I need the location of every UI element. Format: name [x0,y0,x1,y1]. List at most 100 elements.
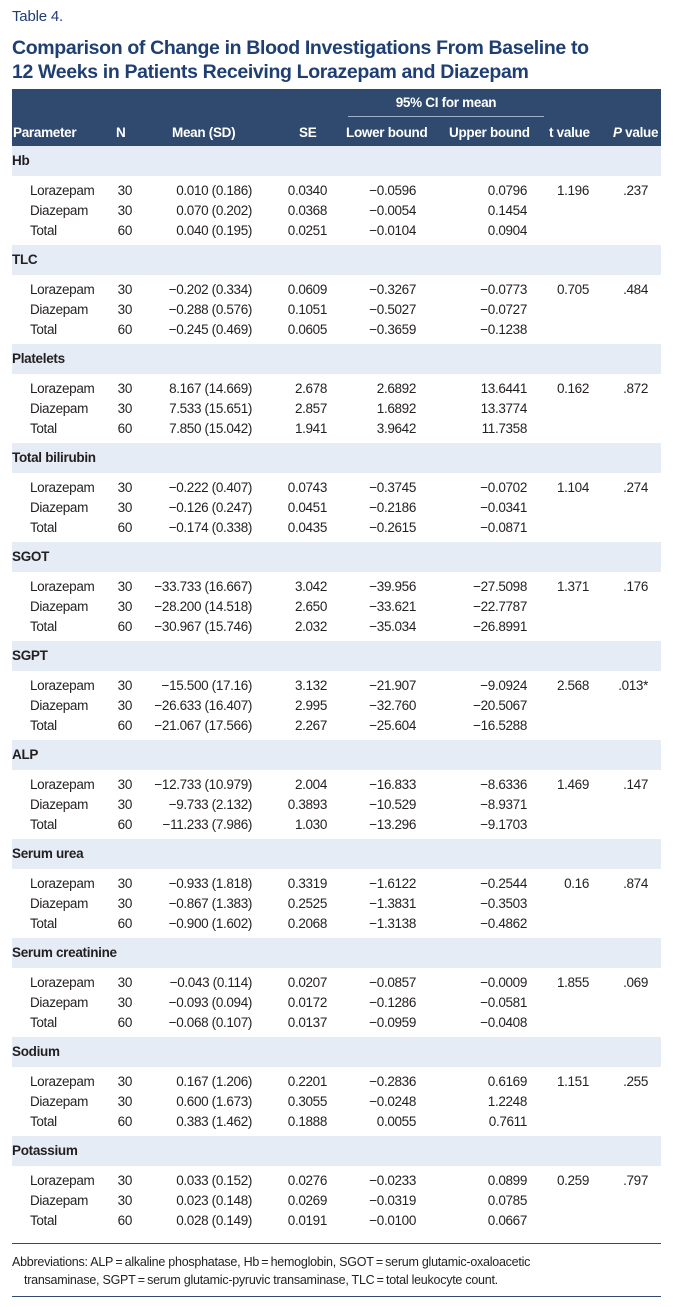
mean-sd-cell: −0.126 (0.247) [168,500,253,515]
table-row: Lorazepam 30 −0.043 (0.114) 0.0207 −0.0857 −0… [12,975,661,995]
group-cell: Diazepam [30,1193,88,1208]
lower-bound-cell: −0.1286 [369,995,416,1010]
upper-bound-cell: 0.1454 [487,203,528,218]
mean-sd-cell: −11.233 (7.986) [162,817,253,832]
upper-bound-cell: −0.0773 [480,282,527,297]
table-title: Comparison of Change in Blood Investigat… [12,36,667,84]
col-header-parameter: Parameter [13,125,77,140]
p-value-cell: .013* [618,678,648,693]
title-line-1: Comparison of Change in Blood Investigat… [12,37,589,59]
group-cell: Lorazepam [30,975,95,990]
section-platelets: Platelets Lorazepam 30 8.167 (14.669) 2.678 2… [12,344,661,443]
t-value-cell: 2.568 [556,678,589,693]
lower-bound-cell: −35.034 [369,619,416,634]
table-row: Diazepam 30 0.070 (0.202) 0.0368 −0.0054 0.14… [12,203,661,223]
table-row: Diazepam 30 −9.733 (2.132) 0.3893 −10.529 −8.… [12,797,661,817]
se-cell: 0.3055 [287,1094,328,1109]
mean-sd-cell: 8.167 (14.669) [169,381,252,396]
t-value-cell: 1.469 [556,777,589,792]
table-row: Diazepam 30 7.533 (15.651) 2.857 1.6892 13.37… [12,401,661,421]
col-header-t: t value [549,125,590,140]
upper-bound-cell: −0.4862 [480,916,527,931]
n-cell: 60 [117,1114,133,1129]
section-sodium: Sodium Lorazepam 30 0.167 (1.206) 0.2201 −0.2… [12,1037,661,1136]
col-header-upper: Upper bound [449,125,530,140]
table-row: Diazepam 30 0.023 (0.148) 0.0269 −0.0319 0.07… [12,1193,661,1213]
se-cell: 2.995 [294,698,327,713]
table-row: Lorazepam 30 −15.500 (17.16) 3.132 −21.907 −9… [12,678,661,698]
n-cell: 30 [117,1074,133,1089]
section-header: Total bilirubin [12,443,661,473]
parameter-name: Hb [12,153,30,168]
parameter-name: Potassium [12,1143,78,1158]
table-row: Lorazepam 30 −12.733 (10.979) 2.004 −16.833 −… [12,777,661,797]
se-cell: 0.2068 [287,916,328,931]
mean-sd-cell: −0.933 (1.818) [168,876,253,891]
ci-span-header: 95% CI for mean [395,95,497,110]
se-cell: 2.032 [294,619,327,634]
section-header: Potassium [12,1136,661,1166]
mean-sd-cell: −0.174 (0.338) [168,520,253,535]
se-cell: 0.0269 [287,1193,328,1208]
lower-bound-cell: −0.3267 [369,282,416,297]
section-rows: Lorazepam 30 8.167 (14.669) 2.678 2.6892 13.6… [12,374,661,443]
parameter-name: SGPT [12,648,48,663]
lower-bound-cell: −0.2186 [369,500,416,515]
mean-sd-cell: 0.010 (0.186) [176,183,252,198]
table-row: Lorazepam 30 0.033 (0.152) 0.0276 −0.0233 0.0… [12,1173,661,1193]
lower-bound-cell: 3.9642 [376,421,417,436]
parameter-name: Serum urea [12,846,84,861]
lower-bound-cell: −1.6122 [369,876,416,891]
t-value-cell: 0.16 [564,876,589,891]
n-cell: 30 [117,282,133,297]
t-value-cell: 1.151 [556,1074,589,1089]
lower-bound-cell: −1.3138 [369,916,416,931]
n-cell: 30 [117,302,133,317]
section-alp: ALP Lorazepam 30 −12.733 (10.979) 2.004 −16.8… [12,740,661,839]
n-cell: 30 [117,599,133,614]
section-rows: Lorazepam 30 0.010 (0.186) 0.0340 −0.0596 0.0… [12,176,661,245]
section-serum-creatinine: Serum creatinine Lorazepam 30 −0.043 (0.114… [12,938,661,1037]
group-cell: Total [30,1213,57,1228]
table-row: Diazepam 30 −0.288 (0.576) 0.1051 −0.5027 −0.… [12,302,661,322]
n-cell: 30 [117,203,133,218]
mean-sd-cell: 0.033 (0.152) [176,1173,252,1188]
footer-rule [12,1296,661,1297]
p-value-cell: .255 [623,1074,648,1089]
footnote: Abbreviations: ALP = alkaline phosphatas… [12,1253,667,1289]
t-value-cell: 1.196 [556,183,589,198]
lower-bound-cell: −1.3831 [369,896,416,911]
section-header: Serum creatinine [12,938,661,968]
n-cell: 30 [117,678,133,693]
group-cell: Total [30,619,57,634]
mean-sd-cell: −0.202 (0.334) [168,282,253,297]
group-cell: Total [30,817,57,832]
se-cell: 2.857 [294,401,327,416]
se-cell: 0.0368 [287,203,328,218]
mean-sd-cell: 0.040 (0.195) [176,223,252,238]
mean-sd-cell: −33.733 (16.667) [154,579,252,594]
se-cell: 0.1051 [287,302,328,317]
table-row: Diazepam 30 −26.633 (16.407) 2.995 −32.760 −2… [12,698,661,718]
section-serum-urea: Serum urea Lorazepam 30 −0.933 (1.818) 0.331… [12,839,661,938]
lower-bound-cell: −0.0248 [369,1094,416,1109]
upper-bound-cell: −22.7787 [473,599,527,614]
lower-bound-cell: −0.0857 [369,975,416,990]
n-cell: 30 [117,975,133,990]
upper-bound-cell: 13.3774 [480,401,528,416]
lower-bound-cell: −0.0104 [369,223,416,238]
upper-bound-cell: −9.0924 [480,678,527,693]
section-header: Platelets [12,344,661,374]
table-row: Lorazepam 30 −0.202 (0.334) 0.0609 −0.3267 −0… [12,282,661,302]
table-row: Total 60 0.383 (1.462) 0.1888 0.0055 0.7611 [12,1114,661,1134]
group-cell: Lorazepam [30,777,95,792]
n-cell: 30 [117,995,133,1010]
se-cell: 0.1888 [287,1114,328,1129]
group-cell: Lorazepam [30,678,95,693]
n-cell: 60 [117,322,133,337]
parameter-name: Platelets [12,351,65,366]
section-rows: Lorazepam 30 −0.043 (0.114) 0.0207 −0.0857 −0… [12,968,661,1037]
p-italic: P [613,125,622,140]
se-cell: 0.0435 [287,520,328,535]
